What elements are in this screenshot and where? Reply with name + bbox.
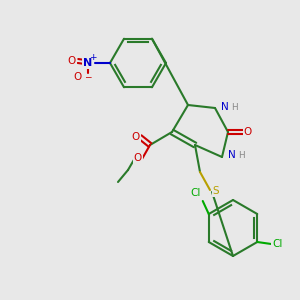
Text: Cl: Cl — [190, 188, 201, 198]
Text: O: O — [68, 56, 76, 66]
Text: O: O — [74, 72, 82, 82]
Text: H: H — [238, 151, 245, 160]
Text: +: + — [89, 53, 97, 62]
Text: N: N — [228, 150, 236, 160]
Text: −: − — [84, 73, 92, 82]
Text: Cl: Cl — [272, 239, 282, 249]
Text: O: O — [132, 132, 140, 142]
Text: S: S — [213, 186, 219, 196]
Text: N: N — [83, 58, 93, 68]
Text: O: O — [244, 127, 252, 137]
Text: N: N — [221, 102, 229, 112]
Text: O: O — [134, 153, 142, 163]
Text: H: H — [232, 103, 238, 112]
